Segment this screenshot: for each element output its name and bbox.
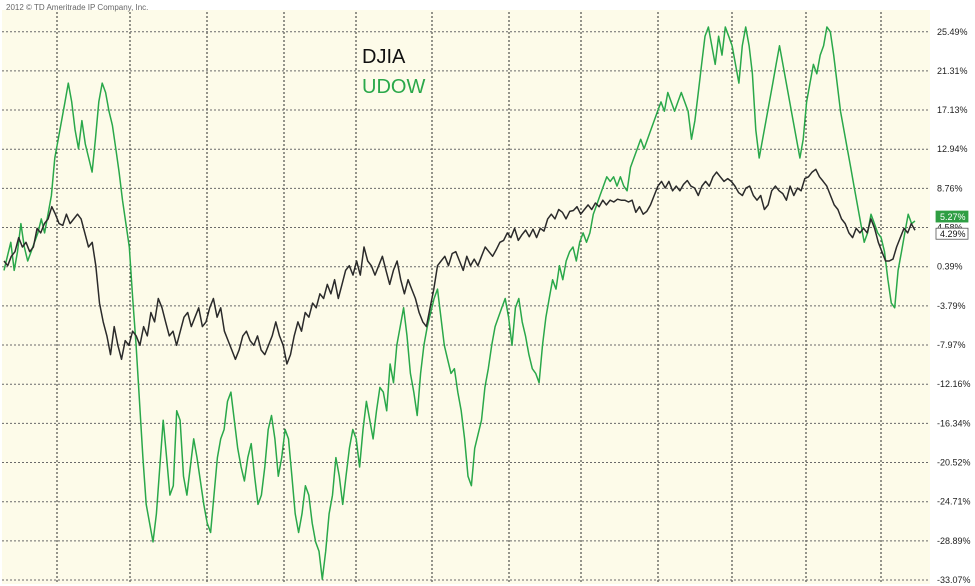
series-line-udow	[3, 26, 916, 581]
y-tick-label: -12.16%	[937, 379, 971, 389]
y-tick-label: -20.52%	[937, 457, 971, 467]
y-axis-ticks: 25.49% 21.31% 17.13% 12.94% 8.76% 4.58% 0.39% -…	[937, 27, 971, 585]
legend-djia: DJIA	[362, 46, 406, 68]
y-tick-label: -28.89%	[937, 536, 971, 546]
series-lines	[3, 26, 916, 581]
y-tick-label: -24.71%	[937, 497, 971, 507]
legend-udow: UDOW	[362, 76, 425, 98]
gridlines	[2, 12, 930, 584]
y-tick-label: 8.76%	[937, 183, 963, 193]
value-badge-label-udow: 5.27%	[940, 212, 966, 222]
y-tick-label: 25.49%	[937, 27, 968, 37]
copyright-text: 2012 © TD Ameritrade IP Company, Inc.	[6, 3, 148, 12]
y-tick-label: -33.07%	[937, 575, 971, 585]
y-tick-label: 12.94%	[937, 144, 968, 154]
current-value-badges: 5.27% 4.29%	[935, 210, 969, 240]
series-line-djia	[3, 168, 916, 365]
y-tick-label: 21.31%	[937, 66, 968, 76]
value-badge-udow	[935, 210, 969, 223]
y-tick-label: 4.58%	[937, 223, 963, 233]
y-tick-label: 0.39%	[937, 262, 963, 272]
value-badge-label-djia: 4.29%	[940, 229, 966, 239]
y-tick-label: -7.97%	[937, 340, 966, 350]
value-badge-djia	[935, 227, 969, 240]
plot-area	[2, 10, 930, 584]
y-tick-label: 17.13%	[937, 105, 968, 115]
y-tick-label: -3.79%	[937, 301, 966, 311]
y-tick-label: -16.34%	[937, 418, 971, 428]
